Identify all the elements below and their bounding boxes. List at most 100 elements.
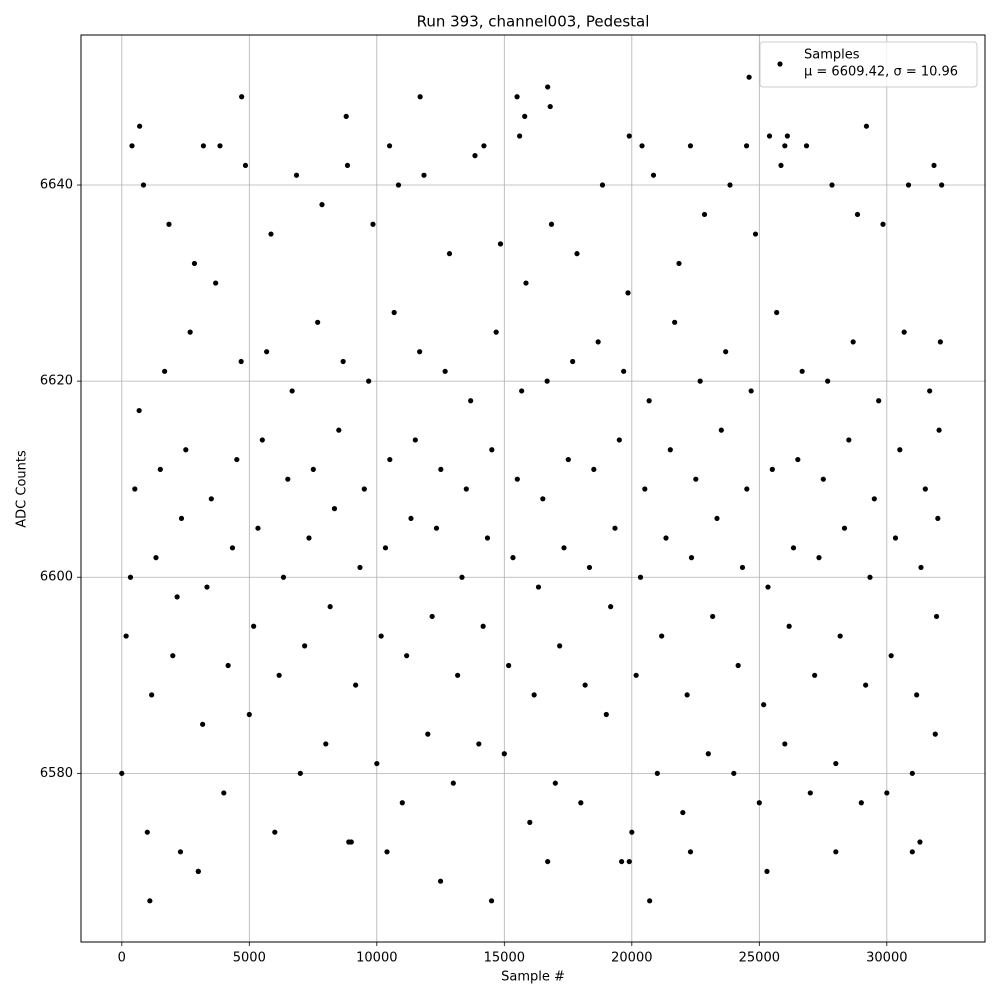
- point: [548, 221, 555, 227]
- point: [557, 643, 563, 649]
- point: [743, 143, 750, 149]
- point: [255, 525, 261, 531]
- point: [195, 868, 201, 875]
- points-layer: [119, 74, 945, 904]
- y-axis-label: ADC Counts: [15, 450, 30, 528]
- legend-label: Samples: [804, 48, 860, 63]
- point: [429, 613, 435, 620]
- point: [829, 182, 835, 188]
- point: [391, 309, 397, 316]
- point: [353, 682, 359, 688]
- point: [140, 182, 147, 188]
- point: [547, 103, 553, 110]
- point: [884, 790, 890, 796]
- point: [149, 692, 155, 698]
- point: [687, 849, 694, 855]
- point: [820, 476, 826, 482]
- point: [880, 221, 886, 227]
- point: [735, 662, 741, 669]
- grid-layer: 0 5000 10000 15000 20000 25000 30000 6580 6600 66…: [40, 35, 985, 966]
- legend-note: μ = 6609.42, σ = 10.96: [804, 65, 958, 80]
- point: [535, 584, 542, 590]
- point: [697, 378, 703, 384]
- point: [936, 427, 942, 433]
- point: [659, 633, 665, 639]
- point: [319, 202, 325, 208]
- point: [177, 849, 184, 855]
- point: [217, 143, 223, 149]
- x-tick-label: 5000: [233, 951, 266, 966]
- point: [931, 162, 937, 169]
- point: [578, 800, 584, 806]
- point: [157, 466, 163, 472]
- point: [710, 613, 716, 620]
- point: [591, 466, 597, 472]
- point: [493, 329, 499, 335]
- point: [812, 672, 818, 678]
- point: [545, 84, 551, 90]
- point: [417, 349, 423, 355]
- point: [626, 858, 632, 865]
- point: [306, 535, 312, 541]
- point: [888, 653, 894, 659]
- plot-frame: [80, 34, 986, 943]
- point: [642, 486, 648, 492]
- point: [667, 447, 673, 453]
- point: [246, 711, 252, 718]
- point: [523, 280, 529, 286]
- point: [514, 94, 520, 100]
- point: [229, 545, 236, 551]
- y-tick-label: 6620: [40, 374, 73, 389]
- x-tick-label: 10000: [356, 951, 397, 966]
- point: [331, 506, 338, 512]
- point: [784, 133, 790, 139]
- point: [137, 123, 143, 129]
- point: [200, 143, 207, 149]
- point: [384, 849, 390, 855]
- point: [183, 447, 189, 453]
- point: [234, 456, 240, 463]
- point: [404, 653, 410, 659]
- point: [565, 456, 571, 463]
- point: [837, 633, 843, 639]
- point: [361, 486, 367, 492]
- point: [268, 231, 274, 237]
- point: [545, 858, 551, 865]
- point: [370, 221, 376, 227]
- point: [302, 643, 308, 649]
- point: [412, 437, 418, 443]
- point: [841, 525, 848, 531]
- point: [774, 309, 780, 316]
- point: [582, 682, 588, 688]
- point: [395, 182, 402, 188]
- point: [119, 770, 125, 776]
- point: [527, 819, 533, 825]
- point: [437, 878, 444, 884]
- point: [425, 731, 431, 737]
- point: [701, 211, 708, 218]
- point: [846, 437, 852, 443]
- point: [637, 574, 644, 580]
- point: [688, 555, 695, 561]
- point: [366, 378, 372, 384]
- point: [650, 172, 657, 178]
- point: [932, 731, 938, 737]
- point: [417, 94, 423, 100]
- point: [280, 574, 287, 580]
- point: [892, 535, 899, 541]
- point: [684, 692, 690, 698]
- point: [531, 692, 537, 698]
- point: [552, 780, 558, 786]
- point: [858, 800, 864, 806]
- point: [433, 525, 440, 531]
- point: [619, 858, 625, 865]
- point: [213, 280, 219, 286]
- point: [663, 535, 669, 541]
- point: [680, 809, 686, 816]
- point: [386, 143, 393, 149]
- point: [272, 829, 278, 835]
- point: [765, 584, 771, 590]
- point: [744, 486, 750, 492]
- point: [323, 741, 329, 747]
